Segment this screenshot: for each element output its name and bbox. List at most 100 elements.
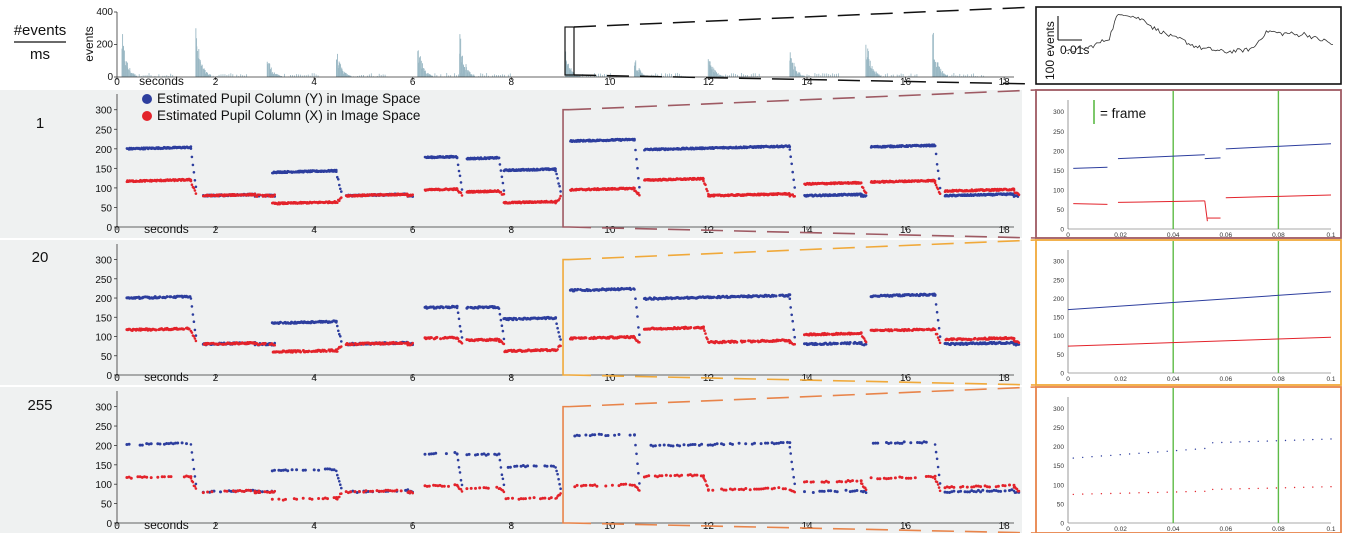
data-point bbox=[192, 171, 196, 174]
data-point bbox=[555, 172, 558, 176]
data-point bbox=[460, 336, 464, 339]
data-point bbox=[584, 336, 588, 340]
y-tick-label: 50 bbox=[101, 352, 113, 363]
events-zoom-panel: 100 events 0.01s bbox=[1035, 6, 1342, 85]
data-point bbox=[194, 192, 198, 195]
data-point bbox=[192, 186, 196, 190]
data-point bbox=[218, 342, 222, 346]
data-point bbox=[411, 193, 415, 196]
data-point bbox=[935, 310, 939, 314]
data-point bbox=[191, 313, 195, 316]
data-point bbox=[556, 326, 559, 330]
data-point bbox=[165, 295, 169, 299]
data-point bbox=[189, 179, 193, 183]
data-point bbox=[502, 192, 506, 196]
histogram-x-tick-label: 8 bbox=[509, 77, 515, 88]
data-point bbox=[182, 327, 186, 331]
histogram-y-axis-label: events bbox=[82, 26, 96, 61]
histogram-x-tick-label: 10 bbox=[604, 77, 616, 88]
data-point bbox=[706, 337, 709, 341]
histogram-burst bbox=[633, 60, 686, 77]
histogram-burst bbox=[789, 52, 841, 77]
data-point bbox=[634, 148, 637, 152]
data-point bbox=[441, 306, 445, 310]
histogram-burst bbox=[195, 28, 248, 77]
scatter-panel-20: 20050100150200250300024681012141618secon… bbox=[0, 239, 1037, 386]
data-point bbox=[558, 335, 561, 338]
data-point bbox=[554, 167, 557, 171]
data-point bbox=[502, 342, 506, 346]
data-point bbox=[459, 330, 463, 333]
data-point bbox=[498, 312, 502, 316]
data-point bbox=[859, 181, 863, 185]
zoom-connector-top bbox=[573, 6, 1037, 28]
y-tick-label: 300 bbox=[95, 256, 112, 267]
histogram-burst bbox=[121, 34, 174, 77]
data-point bbox=[336, 350, 339, 353]
data-point bbox=[638, 341, 641, 344]
data-point bbox=[193, 189, 197, 192]
data-point bbox=[753, 339, 757, 343]
data-point bbox=[190, 331, 194, 334]
x-tick-label: 2 bbox=[213, 225, 219, 236]
data-point bbox=[633, 186, 636, 190]
histogram-burst bbox=[336, 53, 388, 77]
data-point bbox=[790, 313, 793, 317]
histogram-burst bbox=[707, 59, 760, 77]
data-point bbox=[456, 337, 460, 341]
data-point bbox=[190, 183, 194, 186]
histogram-y-tick-label: 200 bbox=[96, 40, 113, 51]
data-point bbox=[340, 345, 343, 348]
y-tick-label: 100 bbox=[95, 333, 112, 344]
data-point bbox=[307, 349, 311, 353]
histogram-zoom-box bbox=[564, 26, 575, 76]
data-point bbox=[499, 169, 503, 172]
data-point bbox=[169, 295, 173, 299]
data-point bbox=[638, 333, 641, 337]
data-point bbox=[933, 294, 937, 297]
data-point bbox=[338, 199, 341, 203]
data-point bbox=[458, 324, 462, 328]
y-tick-label: 200 bbox=[95, 145, 112, 156]
data-point bbox=[497, 156, 501, 160]
legend-marker bbox=[142, 94, 152, 104]
histogram-x-tick-label: 2 bbox=[213, 77, 219, 88]
data-point bbox=[934, 303, 938, 306]
histogram-x-tick-label: 16 bbox=[900, 77, 912, 88]
scalebar-x-label: 0.01s bbox=[1060, 43, 1089, 57]
x-tick-label: 14 bbox=[801, 225, 813, 236]
panel-background bbox=[0, 90, 1022, 238]
data-point bbox=[788, 293, 792, 297]
data-point bbox=[558, 197, 561, 200]
x-tick-label: 18 bbox=[999, 225, 1011, 236]
series-x bbox=[125, 176, 1021, 206]
legend-marker bbox=[142, 111, 152, 121]
data-point bbox=[194, 185, 198, 189]
data-point bbox=[634, 297, 637, 301]
y-tick-label: 0 bbox=[106, 371, 112, 382]
x-tick-label: 10 bbox=[604, 373, 616, 384]
data-point bbox=[455, 156, 459, 160]
data-point bbox=[743, 339, 747, 343]
y-tick-label: 100 bbox=[95, 184, 112, 195]
scatter-panel-1: 1050100150200250300024681012141618second… bbox=[0, 89, 1037, 239]
x-tick-label: 4 bbox=[311, 225, 317, 236]
data-point bbox=[189, 297, 193, 300]
histogram-x-tick-label: 18 bbox=[999, 77, 1011, 88]
data-point bbox=[559, 194, 562, 198]
data-point bbox=[937, 326, 941, 330]
data-point bbox=[502, 189, 506, 192]
data-point bbox=[792, 178, 795, 182]
data-point bbox=[936, 187, 940, 191]
data-point bbox=[557, 331, 560, 334]
histogram-x-tick-label: 12 bbox=[703, 77, 715, 88]
data-point bbox=[339, 187, 342, 191]
data-point bbox=[340, 190, 343, 193]
data-point bbox=[635, 157, 638, 161]
data-point bbox=[499, 190, 503, 194]
data-point bbox=[336, 324, 339, 328]
data-point bbox=[559, 190, 562, 193]
data-point bbox=[636, 315, 639, 318]
data-point bbox=[460, 194, 464, 197]
legend-label: Estimated Pupil Column (X) in Image Spac… bbox=[157, 108, 420, 123]
